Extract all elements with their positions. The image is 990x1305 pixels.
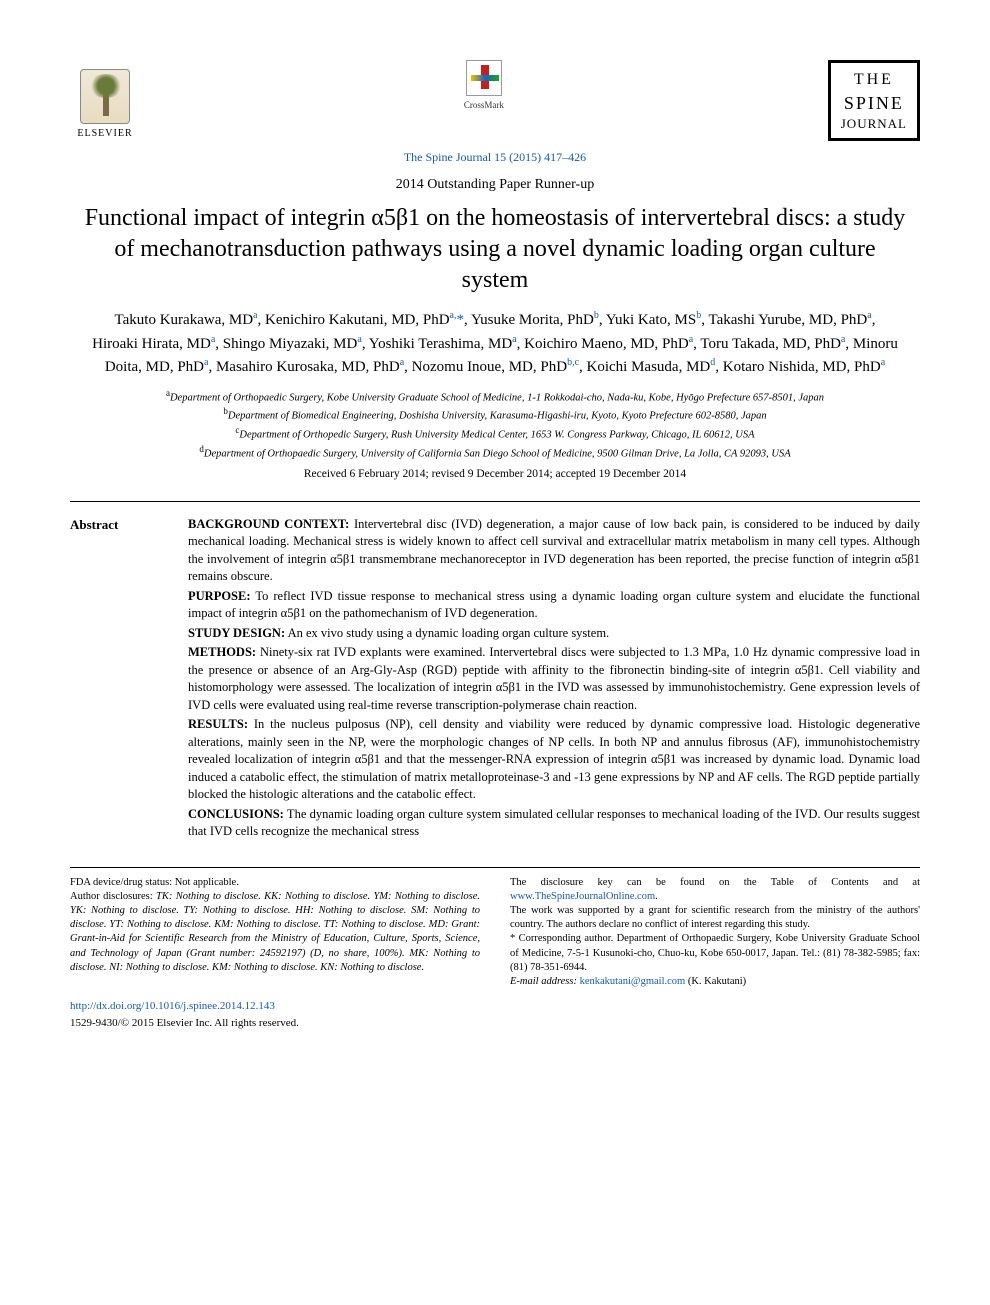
affiliations-list: aDepartment of Orthopaedic Surgery, Kobe…	[70, 387, 920, 462]
authors-list: Takuto Kurakawa, MDa, Kenichiro Kakutani…	[70, 308, 920, 379]
affiliation-line: cDepartment of Orthopedic Surgery, Rush …	[70, 424, 920, 443]
journal-logo-line2: SPINE	[841, 91, 907, 115]
disclosures-label: Author disclosures:	[70, 891, 153, 902]
funding-note: The work was supported by a grant for sc…	[510, 904, 920, 932]
journal-logo: THE SPINE JOURNAL	[828, 60, 920, 141]
disclosures-text: TK: Nothing to disclose. KK: Nothing to …	[70, 891, 480, 973]
affiliation-line: bDepartment of Biomedical Engineering, D…	[70, 405, 920, 424]
footnotes: FDA device/drug status: Not applicable. …	[70, 867, 920, 989]
award-line: 2014 Outstanding Paper Runner-up	[70, 176, 920, 195]
elsevier-logo: ELSEVIER	[70, 60, 140, 140]
manuscript-dates: Received 6 February 2014; revised 9 Dece…	[70, 467, 920, 483]
elsevier-label: ELSEVIER	[77, 127, 132, 141]
abstract-section: RESULTS: In the nucleus pulposus (NP), c…	[188, 716, 920, 804]
journal-logo-line3: JOURNAL	[841, 115, 907, 133]
corresponding-author: * Corresponding author. Department of Or…	[510, 932, 920, 975]
abstract-body: BACKGROUND CONTEXT: Intervertebral disc …	[188, 516, 920, 843]
abstract-label: Abstract	[70, 516, 160, 843]
affiliation-line: aDepartment of Orthopaedic Surgery, Kobe…	[70, 387, 920, 406]
abstract-section: PURPOSE: To reflect IVD tissue response …	[188, 588, 920, 623]
divider-rule	[70, 501, 920, 502]
disclosure-key-pre: The disclosure key can be found on the T…	[510, 877, 920, 888]
abstract-section: BACKGROUND CONTEXT: Intervertebral disc …	[188, 516, 920, 586]
footnotes-left: FDA device/drug status: Not applicable. …	[70, 876, 480, 989]
abstract-section: METHODS: Ninety-six rat IVD explants wer…	[188, 644, 920, 714]
email-line: E-mail address: kenkakutani@gmail.com (K…	[510, 975, 920, 989]
email-label: E-mail address:	[510, 976, 577, 987]
affiliation-line: dDepartment of Orthopaedic Surgery, Univ…	[70, 443, 920, 462]
abstract-section: STUDY DESIGN: An ex vivo study using a d…	[188, 625, 920, 643]
footnotes-right: The disclosure key can be found on the T…	[510, 876, 920, 989]
disclosure-key: The disclosure key can be found on the T…	[510, 876, 920, 904]
crossmark-label: CrossMark	[464, 99, 504, 111]
abstract-block: Abstract BACKGROUND CONTEXT: Interverteb…	[70, 516, 920, 843]
disclosure-key-link[interactable]: www.TheSpineJournalOnline.com	[510, 891, 655, 902]
doi-row: http://dx.doi.org/10.1016/j.spinee.2014.…	[70, 999, 920, 1014]
crossmark-icon	[466, 60, 502, 96]
disclosure-key-post: .	[655, 891, 658, 902]
abstract-section: CONCLUSIONS: The dynamic loading organ c…	[188, 806, 920, 841]
paper-title: Functional impact of integrin α5β1 on th…	[70, 203, 920, 297]
copyright-line: 1529-9430/© 2015 Elsevier Inc. All right…	[70, 1016, 920, 1031]
fda-status: FDA device/drug status: Not applicable.	[70, 876, 480, 890]
email-person: (K. Kakutani)	[688, 976, 746, 987]
header-row: ELSEVIER CrossMark THE SPINE JOURNAL	[70, 60, 920, 141]
doi-link[interactable]: http://dx.doi.org/10.1016/j.spinee.2014.…	[70, 1000, 275, 1012]
author-disclosures: Author disclosures: TK: Nothing to discl…	[70, 890, 480, 975]
elsevier-tree-icon	[80, 69, 130, 124]
crossmark-badge[interactable]: CrossMark	[464, 60, 504, 111]
journal-logo-line1: THE	[841, 69, 907, 91]
email-link[interactable]: kenkakutani@gmail.com	[580, 976, 686, 987]
citation-line[interactable]: The Spine Journal 15 (2015) 417–426	[70, 149, 920, 165]
